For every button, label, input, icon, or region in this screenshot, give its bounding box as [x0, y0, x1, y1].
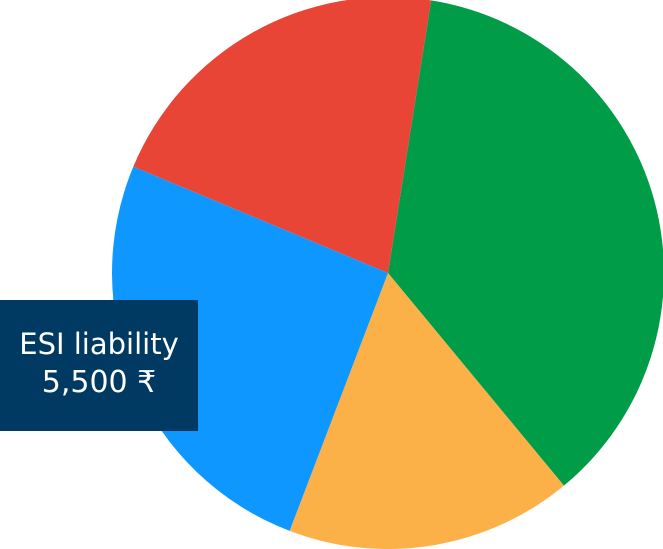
pie-slice-2[interactable]	[289, 273, 564, 549]
pie-slice-1[interactable]	[388, 0, 663, 486]
pie-slice-4[interactable]	[133, 0, 432, 273]
tooltip-value: 5,500 ₹	[41, 364, 157, 400]
tooltip: ESI liability 5,500 ₹	[0, 300, 198, 431]
tooltip-label: ESI liability	[19, 327, 179, 362]
pie-slice-3[interactable]	[112, 166, 388, 531]
